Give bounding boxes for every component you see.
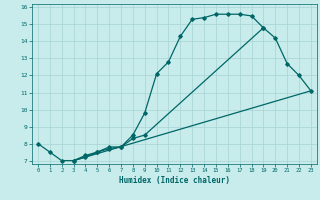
X-axis label: Humidex (Indice chaleur): Humidex (Indice chaleur) [119,176,230,185]
